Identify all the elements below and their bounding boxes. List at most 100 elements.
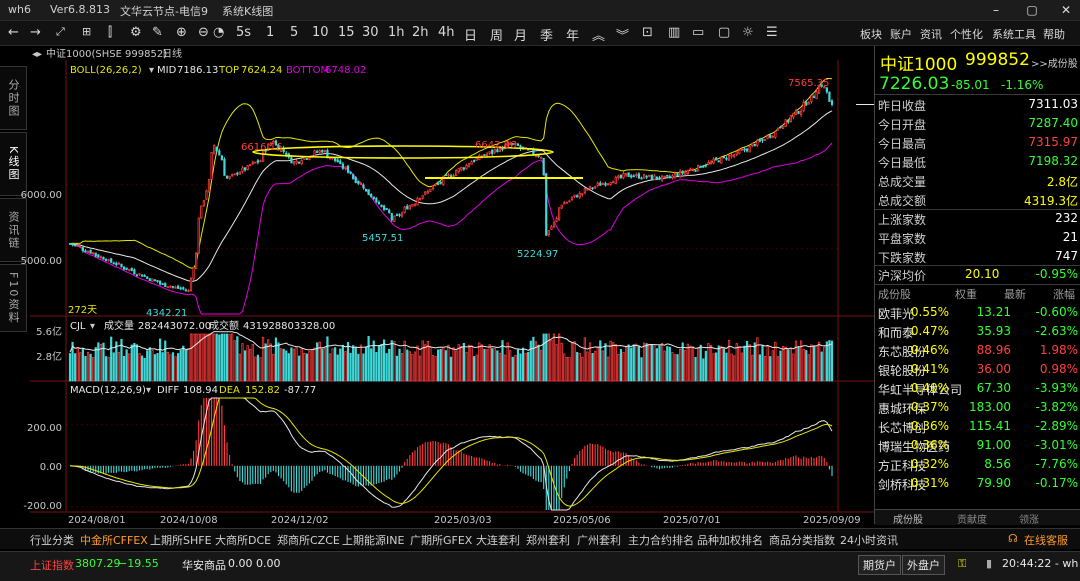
candle [400,211,404,218]
tab-constituents[interactable]: 成份股 [893,515,923,526]
indicator-icon[interactable]: ⊞ [82,25,92,38]
period-5s[interactable]: 5s [236,25,252,40]
candle [130,267,133,272]
constituent-row[interactable]: 东芯股份 0.46% 88.96 1.98% [875,341,1080,360]
period-week[interactable]: 周 [490,29,504,44]
period-15[interactable]: 15 [338,25,355,40]
menu-help[interactable]: 帮助 [1043,28,1065,41]
period-1[interactable]: 1 [266,25,275,40]
lock-icon[interactable]: ⚿ [958,557,967,570]
back-icon[interactable]: ← [8,25,19,40]
period-10[interactable]: 10 [312,25,329,40]
constituents-link[interactable]: >>成份股 [1031,59,1078,70]
online-service[interactable]: 在线客服 [1024,534,1068,547]
layout-icon[interactable]: ⊡ [642,25,653,40]
list-icon[interactable]: ☰ [766,25,778,40]
tab-dce[interactable]: 大商所DCE [215,534,272,547]
period-1h[interactable]: 1h [388,25,405,40]
constituent-row[interactable]: 银轮股份 0.41% 36.00 0.98% [875,360,1080,379]
constituent-row[interactable]: 华虹半导体公司 0.40% 67.30 -3.93% [875,379,1080,398]
period-day[interactable]: 日 [464,29,478,44]
tab-guangzhou-arb[interactable]: 广州套利 [577,534,621,547]
tab-contribution[interactable]: 贡献度 [957,515,987,526]
close-icon[interactable]: ✕ [1060,3,1072,17]
constituent-row[interactable]: 长芯博创 0.36% 115.41 -2.89% [875,417,1080,436]
vol-settings-icon[interactable]: ▾ [90,321,95,332]
constituent-price: 67.30 [976,381,1011,395]
highlight-ellipse[interactable] [252,145,554,159]
overseas-account-button[interactable]: 外盘户 [902,555,945,575]
split-icon[interactable]: ▥ [668,25,681,40]
candle-body [709,161,713,164]
menu-account[interactable]: 账户 [890,28,912,41]
tab-czce[interactable]: 郑商所CZCE [277,534,340,547]
period-quarter[interactable]: 季 [540,29,554,44]
candle-body [697,164,700,172]
menu-personalize[interactable]: 个性化 [950,28,983,41]
boll-settings-icon[interactable]: ▾ [149,65,154,76]
futures-account-button[interactable]: 期货户 [858,555,901,575]
menu-system-tools[interactable]: 系统工具 [992,28,1036,41]
alarm-icon[interactable]: ◔ [213,25,225,40]
tab-main-contract-rank[interactable]: 主力合约排名 [628,534,694,547]
constituent-row[interactable]: 和而泰 0.47% 35.93 -2.63% [875,322,1080,341]
minimize-icon[interactable]: – [993,3,999,17]
vol-tick-5.6: 5.6亿 [36,325,62,338]
tab-cffex[interactable]: 中金所CFFEX [80,534,148,547]
period-month[interactable]: 月 [514,29,528,44]
tab-weighted-rank[interactable]: 品种加权排名 [697,534,763,547]
tab-gfex[interactable]: 广期所GFEX [410,534,473,547]
candle-body [184,289,187,292]
period-2h[interactable]: 2h [412,25,429,40]
constituent-row[interactable]: 博瑞生物医药 0.36% 91.00 -3.01% [875,436,1080,455]
headset-icon[interactable]: ☊ [1008,532,1018,545]
tab-24h-news[interactable]: 24小时资讯 [840,534,898,547]
period-4h[interactable]: 4h [438,25,455,40]
window-icon[interactable]: ▭ [692,25,705,40]
frame-icon[interactable]: ▢ [718,25,731,40]
scroll-up-icon[interactable]: ︽ [592,29,606,44]
tool-icon[interactable]: ⚙ [130,25,142,40]
period-5[interactable]: 5 [290,25,299,40]
menu-sector[interactable]: 板块 [860,28,882,41]
forward-icon[interactable]: → [30,25,41,40]
volume-bar [470,345,473,382]
macd-settings-icon[interactable]: ▾ [146,385,151,396]
volume-bar [71,341,74,382]
volume-bar [547,333,550,382]
menu-news[interactable]: 资讯 [920,28,942,41]
period-30[interactable]: 30 [362,25,379,40]
kline-chart[interactable]: ◂▸ 中证1000(SHSE 999852) 日线 BOLL(26,26,2) … [0,46,874,528]
low-label-3: 5224.97 [517,249,558,260]
tab-kline[interactable]: K线图 [0,132,27,196]
tab-leaders[interactable]: 领涨 [1019,515,1039,526]
volume-bar [328,353,332,382]
tab-f10[interactable]: F10资料 [0,264,27,332]
tab-industry[interactable]: 行业分类 [30,534,74,547]
constituent-row[interactable]: 惠城环保 0.37% 183.00 -3.82% [875,398,1080,417]
constituent-price: 36.00 [976,362,1011,376]
zoom-in-icon[interactable]: ⊕ [176,25,187,40]
fullscreen-icon[interactable]: ⤢ [56,25,65,38]
volume-bar [334,347,337,382]
draw-icon[interactable]: ✎ [152,25,163,40]
tab-dalian-arb[interactable]: 大连套利 [476,534,520,547]
sun-icon[interactable]: ☼ [742,25,754,40]
candle [182,286,185,291]
candle [740,147,744,151]
constituent-row[interactable]: 剑桥科技 0.31% 79.90 -0.17% [875,474,1080,493]
tab-zhengzhou-arb[interactable]: 郑州套利 [526,534,570,547]
candle-icon[interactable]: ⫿ [108,25,113,40]
tab-timeshare[interactable]: 分时图 [0,66,27,130]
constituent-row[interactable]: 欧菲光 0.55% 13.21 -0.60% [875,303,1080,322]
tab-news-chain[interactable]: 资讯链 [0,198,27,262]
tab-shfe[interactable]: 上期所SHFE [150,534,212,547]
zoom-out-icon[interactable]: ⊖ [198,25,209,40]
scroll-down-icon[interactable]: ︾ [616,29,630,44]
constituent-row[interactable]: 方正科技 0.32% 8.56 -7.76% [875,455,1080,474]
maximize-icon[interactable]: ▢ [1026,3,1038,17]
period-year[interactable]: 年 [566,29,580,44]
candle [138,273,141,276]
tab-ine[interactable]: 上期能源INE [342,534,405,547]
tab-commodity-index[interactable]: 商品分类指数 [769,534,835,547]
